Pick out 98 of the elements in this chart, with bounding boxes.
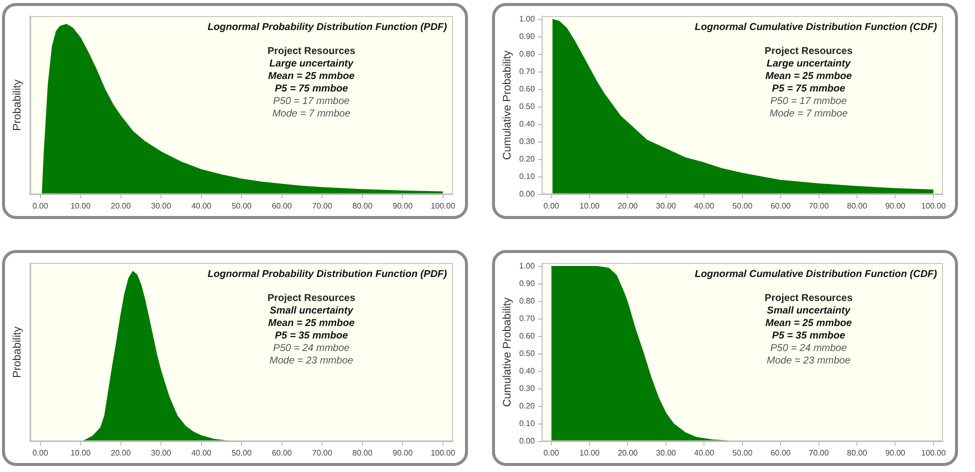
x-tick-label: 30.00 — [151, 201, 172, 210]
annotation: P50 = 24 mmboe — [770, 342, 848, 354]
x-tick-label: 80.00 — [352, 448, 373, 458]
x-tick-label: 30.00 — [151, 448, 172, 458]
y-tick-label: 0.50 — [519, 349, 536, 358]
y-tick-label: 0.00 — [519, 190, 536, 199]
annotation: Mean = 25 mmboe — [765, 70, 852, 82]
x-tick-label: 10.00 — [580, 448, 600, 458]
x-tick-label: 50.00 — [232, 448, 252, 458]
x-tick-label: 30.00 — [656, 201, 677, 210]
annotation: P5 = 75 mmboe — [274, 83, 348, 94]
y-tick-label: 0.60 — [519, 332, 536, 341]
y-tick-label: 1.00 — [519, 262, 536, 271]
x-tick-label: 80.00 — [847, 201, 868, 210]
y-axis-title: Cumulative Probability — [502, 50, 514, 160]
y-tick-label: 1.00 — [519, 14, 536, 24]
x-tick-label: 70.00 — [808, 201, 830, 210]
x-tick-label: 80.00 — [847, 448, 868, 458]
text: Lognormal Cumulative Distribution Function (CDF) — [694, 268, 938, 280]
annotation: Project Resources — [267, 46, 356, 57]
x-tick-label: 20.00 — [110, 201, 132, 210]
x-tick-label: 50.00 — [232, 201, 252, 210]
x-tick-label: 80.00 — [352, 201, 373, 210]
annotation: Mean = 25 mmboe — [765, 318, 852, 329]
annotation: Project Resources — [764, 292, 853, 304]
x-tick-label: 40.00 — [694, 448, 715, 458]
chart-title: Lognormal Probability Distribution Function (PDF) — [208, 268, 448, 280]
x-tick-label: 70.00 — [808, 448, 830, 458]
x-tick-label: 60.00 — [770, 448, 792, 458]
x-tick-label: 90.00 — [392, 201, 414, 210]
annotation: Mode = 23 mmboe — [270, 355, 354, 366]
y-tick-label: 0.60 — [519, 84, 536, 94]
x-tick-label: 0.00 — [32, 448, 49, 458]
y-tick-label: 0.00 — [519, 436, 536, 446]
x-tick-label: 40.00 — [694, 201, 715, 210]
x-tick-label: 10.00 — [70, 201, 92, 210]
x-tick-label: 0.00 — [544, 201, 560, 210]
text: Lognormal Cumulative Distribution Function (CDF) — [694, 22, 938, 33]
x-tick-label: 90.00 — [885, 201, 906, 210]
x-tick-label: 70.00 — [312, 448, 333, 458]
x-tick-label: 0.00 — [544, 448, 560, 458]
annotation: P50 = 17 mmboe — [770, 96, 848, 107]
x-tick-label: 70.00 — [312, 201, 333, 210]
chart-title: Lognormal Probability Distribution Function (PDF) — [208, 22, 448, 33]
y-tick-label: 0.80 — [519, 50, 536, 59]
y-axis-title: Cumulative Probability — [502, 296, 514, 407]
y-axis-title: Probability — [12, 326, 24, 378]
annotation: Mode = 7 mmboe — [770, 108, 848, 120]
y-tick-label: 0.20 — [519, 154, 536, 164]
annotation: Large uncertainty — [269, 58, 354, 70]
y-tick-label: 0.70 — [519, 67, 536, 76]
y-tick-label: 0.70 — [519, 314, 536, 324]
x-tick-label: 50.00 — [732, 201, 753, 210]
annotation: P5 = 75 mmboe — [772, 83, 846, 94]
annotation: P5 = 35 mmboe — [772, 330, 846, 342]
x-tick-label: 10.00 — [580, 201, 600, 210]
annotation: P50 = 17 mmboe — [273, 96, 350, 107]
y-tick-label: 0.30 — [519, 137, 536, 146]
x-tick-label: 100.00 — [921, 448, 946, 458]
x-tick-label: 100.00 — [921, 201, 946, 210]
annotation: Mean = 25 mmboe — [268, 70, 356, 82]
y-tick-label: 0.40 — [519, 366, 536, 376]
y-tick-label: 0.30 — [519, 384, 536, 394]
x-tick-label: 0.00 — [32, 201, 49, 210]
annotation: Mode = 7 mmboe — [272, 108, 351, 120]
x-tick-label: 30.00 — [656, 448, 677, 458]
x-tick-label: 40.00 — [191, 201, 212, 210]
y-tick-label: 0.10 — [519, 419, 536, 428]
x-tick-label: 60.00 — [272, 201, 292, 210]
y-tick-label: 0.40 — [519, 120, 536, 129]
x-tick-label: 20.00 — [618, 201, 638, 210]
y-tick-label: 0.90 — [519, 32, 536, 42]
x-tick-label: 10.00 — [70, 448, 92, 458]
y-tick-label: 0.20 — [519, 402, 536, 411]
x-tick-label: 20.00 — [618, 448, 638, 458]
annotation: P50 = 24 mmboe — [273, 342, 350, 354]
annotation: Small uncertainty — [766, 305, 851, 316]
x-tick-label: 20.00 — [110, 448, 132, 458]
annotation: Mode = 23 mmboe — [766, 355, 851, 366]
annotation: Project Resources — [267, 292, 356, 304]
annotation: Project Resources — [764, 46, 853, 57]
annotation: Mean = 25 mmboe — [268, 318, 356, 329]
x-tick-label: 90.00 — [885, 448, 906, 458]
y-axis-title: Probability — [12, 79, 24, 131]
y-tick-label: 0.80 — [519, 296, 536, 306]
x-tick-label: 50.00 — [732, 448, 753, 458]
annotation: Large uncertainty — [766, 58, 851, 70]
x-tick-label: 60.00 — [272, 448, 292, 458]
y-tick-label: 0.50 — [519, 102, 536, 112]
x-tick-label: 40.00 — [191, 448, 212, 458]
x-tick-label: 90.00 — [392, 448, 414, 458]
y-tick-label: 0.10 — [519, 172, 536, 182]
x-tick-label: 60.00 — [770, 201, 792, 210]
annotation: P5 = 35 mmboe — [274, 330, 348, 342]
x-tick-label: 100.00 — [430, 201, 456, 210]
annotation: Small uncertainty — [270, 305, 354, 316]
x-tick-label: 100.00 — [430, 448, 456, 458]
y-tick-label: 0.90 — [519, 279, 536, 288]
